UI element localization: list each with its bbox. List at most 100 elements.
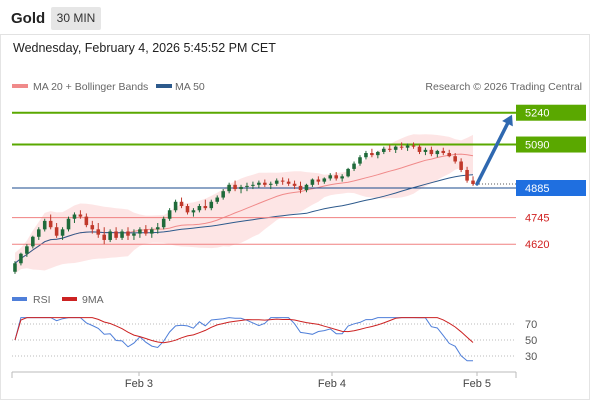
pivot-tag-4885: [516, 180, 586, 196]
candle-body: [96, 229, 101, 235]
candle-body: [25, 246, 29, 254]
rsi-ma-line: [14, 317, 474, 344]
candle-body: [340, 176, 344, 179]
candle-body: [441, 150, 446, 154]
candle-body: [435, 150, 440, 155]
candle-body: [465, 169, 469, 181]
candle-body: [42, 220, 47, 230]
legend-label-rsi-ma: 9MA: [82, 294, 104, 306]
candle-body: [138, 229, 142, 234]
legend-swatch-ma20: [12, 84, 28, 88]
support-label-4745: 4745: [525, 213, 549, 225]
candle-body: [376, 151, 380, 156]
pivot-label-4885: 4885: [525, 183, 549, 195]
interval-selector[interactable]: 30 MIN: [51, 7, 101, 30]
rsi-tick-30: 30: [525, 351, 537, 363]
candle-body: [346, 168, 350, 177]
candle-body: [221, 191, 225, 198]
candle-body: [179, 201, 184, 207]
candle-body: [233, 184, 237, 190]
candlestick-layer: [13, 142, 475, 274]
candle-body: [334, 175, 338, 179]
candle-body: [150, 229, 154, 234]
candle-body: [245, 185, 249, 187]
x-tick-label: Feb 4: [318, 378, 346, 390]
candle-body: [352, 163, 356, 169]
candle-body: [215, 197, 220, 202]
rsi-tick-70: 70: [525, 319, 537, 331]
forecast-arrow-shaft: [475, 121, 510, 186]
candle-body: [84, 216, 89, 226]
candle-body: [132, 233, 136, 236]
candle-body: [161, 218, 166, 228]
x-tick-label: Feb 3: [125, 378, 153, 390]
candle-body: [155, 227, 160, 230]
candle-body: [399, 146, 404, 148]
candle-body: [114, 231, 118, 238]
candle-body: [102, 234, 106, 240]
candle-body: [227, 184, 231, 192]
candle-body: [54, 227, 59, 236]
candle-body: [292, 183, 297, 186]
candle-body: [78, 214, 83, 217]
bollinger-band-layer: [15, 134, 473, 274]
candle-body: [370, 153, 374, 156]
resistance-label-5090: 5090: [525, 140, 549, 152]
candle-body: [280, 180, 285, 182]
candle-body: [144, 229, 148, 234]
legend-label-ma50: MA 50: [175, 81, 205, 93]
legend-swatch-rsi: [12, 297, 27, 301]
candle-body: [173, 201, 178, 211]
candle-body: [126, 231, 130, 236]
candle-body: [203, 206, 208, 209]
resistance-tag-5090: [516, 136, 586, 153]
candle-body: [268, 183, 273, 185]
candle-body: [453, 156, 457, 162]
moving-average-layer: [14, 153, 474, 264]
candle-body: [36, 229, 41, 237]
candle-body: [31, 236, 35, 247]
candle-body: [257, 182, 261, 185]
chart-header: Gold 30 MIN: [0, 0, 590, 35]
candle-body: [167, 210, 172, 219]
resistance-tag-5240: [516, 104, 586, 121]
legend-label-rsi: RSI: [33, 294, 51, 306]
candle-body: [429, 149, 434, 155]
candle-body: [60, 229, 65, 236]
rsi-legend: RSI 9MA: [12, 294, 104, 306]
attribution-text: Research © 2026 Trading Central: [425, 81, 582, 93]
candle-body: [316, 179, 321, 182]
candle-body: [19, 253, 23, 264]
candle-body: [13, 263, 17, 272]
candle-body: [185, 206, 190, 213]
candle-body: [274, 180, 279, 184]
instrument-title: Gold: [11, 10, 46, 27]
candle-body: [358, 157, 362, 164]
candle-body: [304, 184, 309, 191]
bollinger-band-area: [15, 134, 473, 274]
forecast-arrow-layer: [475, 114, 513, 186]
candle-body: [108, 231, 112, 240]
candle-body: [48, 220, 53, 228]
candle-body: [191, 210, 196, 213]
candle-body: [72, 214, 77, 219]
price-levels-layer: 5240 5090 4885 4745 4620: [12, 104, 586, 251]
rsi-line: [14, 317, 473, 362]
candle-body: [423, 149, 428, 152]
legend-swatch-rsi-ma: [62, 297, 77, 301]
ma50-line: [14, 174, 474, 264]
legend-swatch-ma50: [156, 84, 172, 88]
resistance-label-5240: 5240: [525, 108, 549, 120]
candle-body: [310, 179, 315, 185]
rsi-panel: 70 50 30: [12, 317, 537, 363]
candle-body: [239, 186, 243, 190]
candle-body: [209, 201, 214, 209]
x-tick-label: Feb 5: [463, 378, 491, 390]
candle-body: [447, 153, 452, 157]
candle-body: [120, 231, 124, 238]
rsi-tick-50: 50: [525, 335, 537, 347]
chart-datetime: Wednesday, February 4, 2026 5:45:52 PM C…: [13, 41, 276, 55]
candle-body: [263, 182, 267, 185]
candle-body: [405, 145, 410, 148]
